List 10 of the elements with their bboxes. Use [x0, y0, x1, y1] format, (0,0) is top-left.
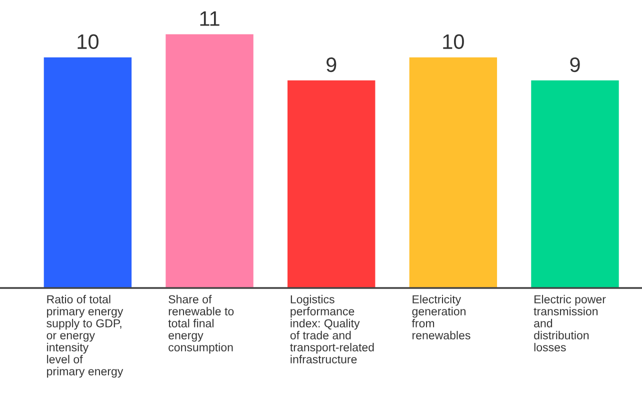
data-label: 9	[570, 57, 580, 72]
x-tick-label: Ratio of total primary energy supply to GDP, or energy intensity level of primary energy	[46, 294, 124, 378]
x-tick-label: Electricity generation from renewables	[412, 294, 470, 340]
x-tick-label: Logistics performance index: Quality of trade and transport-related infrastructure	[290, 294, 374, 364]
data-label: 11	[200, 11, 220, 26]
data-label: 9	[326, 57, 336, 72]
x-tick-label: Share of renewable to total final energy consumption	[168, 294, 234, 354]
data-label: 10	[443, 34, 464, 50]
data-label: 10	[78, 34, 98, 50]
x-tick-label: Electric power transmission and distribution losses	[534, 294, 606, 352]
